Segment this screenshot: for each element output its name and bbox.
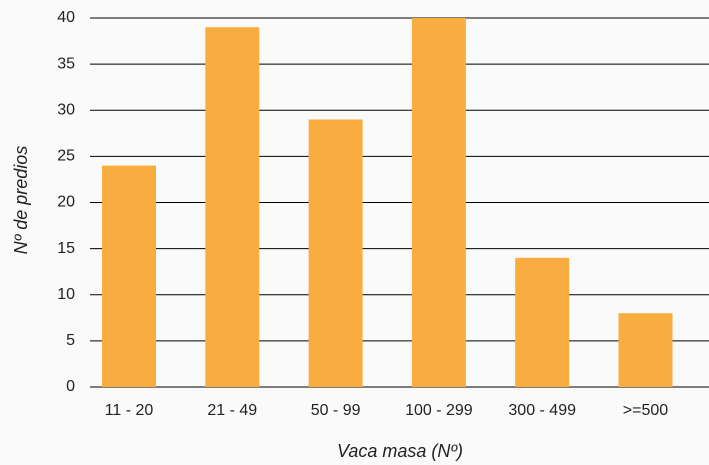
y-tick-label: 5 [66,332,75,349]
y-tick-label: 40 [57,9,75,26]
y-axis-title: Nº de predios [11,146,31,255]
x-tick-label: >=500 [623,402,668,419]
y-tick-label: 0 [66,378,75,395]
x-tick-label: 300 - 499 [508,402,576,419]
y-tick-label: 25 [57,148,75,165]
x-tick-label: 50 - 99 [311,402,361,419]
x-tick-label: 21 - 49 [207,402,257,419]
x-tick-label: 11 - 20 [105,402,154,419]
bar [411,18,466,387]
bar [515,257,570,387]
y-tick-label: 30 [57,101,75,118]
y-tick-label: 15 [57,240,75,257]
bar [205,27,260,387]
bar [102,165,156,387]
x-axis-title: Vaca masa (Nº) [337,441,463,461]
bar [618,313,673,387]
y-tick-label: 35 [57,55,75,72]
x-tick-label: 100 - 299 [405,402,473,419]
bar [308,119,363,387]
y-tick-label: 10 [57,286,75,303]
y-tick-label: 20 [57,194,75,211]
